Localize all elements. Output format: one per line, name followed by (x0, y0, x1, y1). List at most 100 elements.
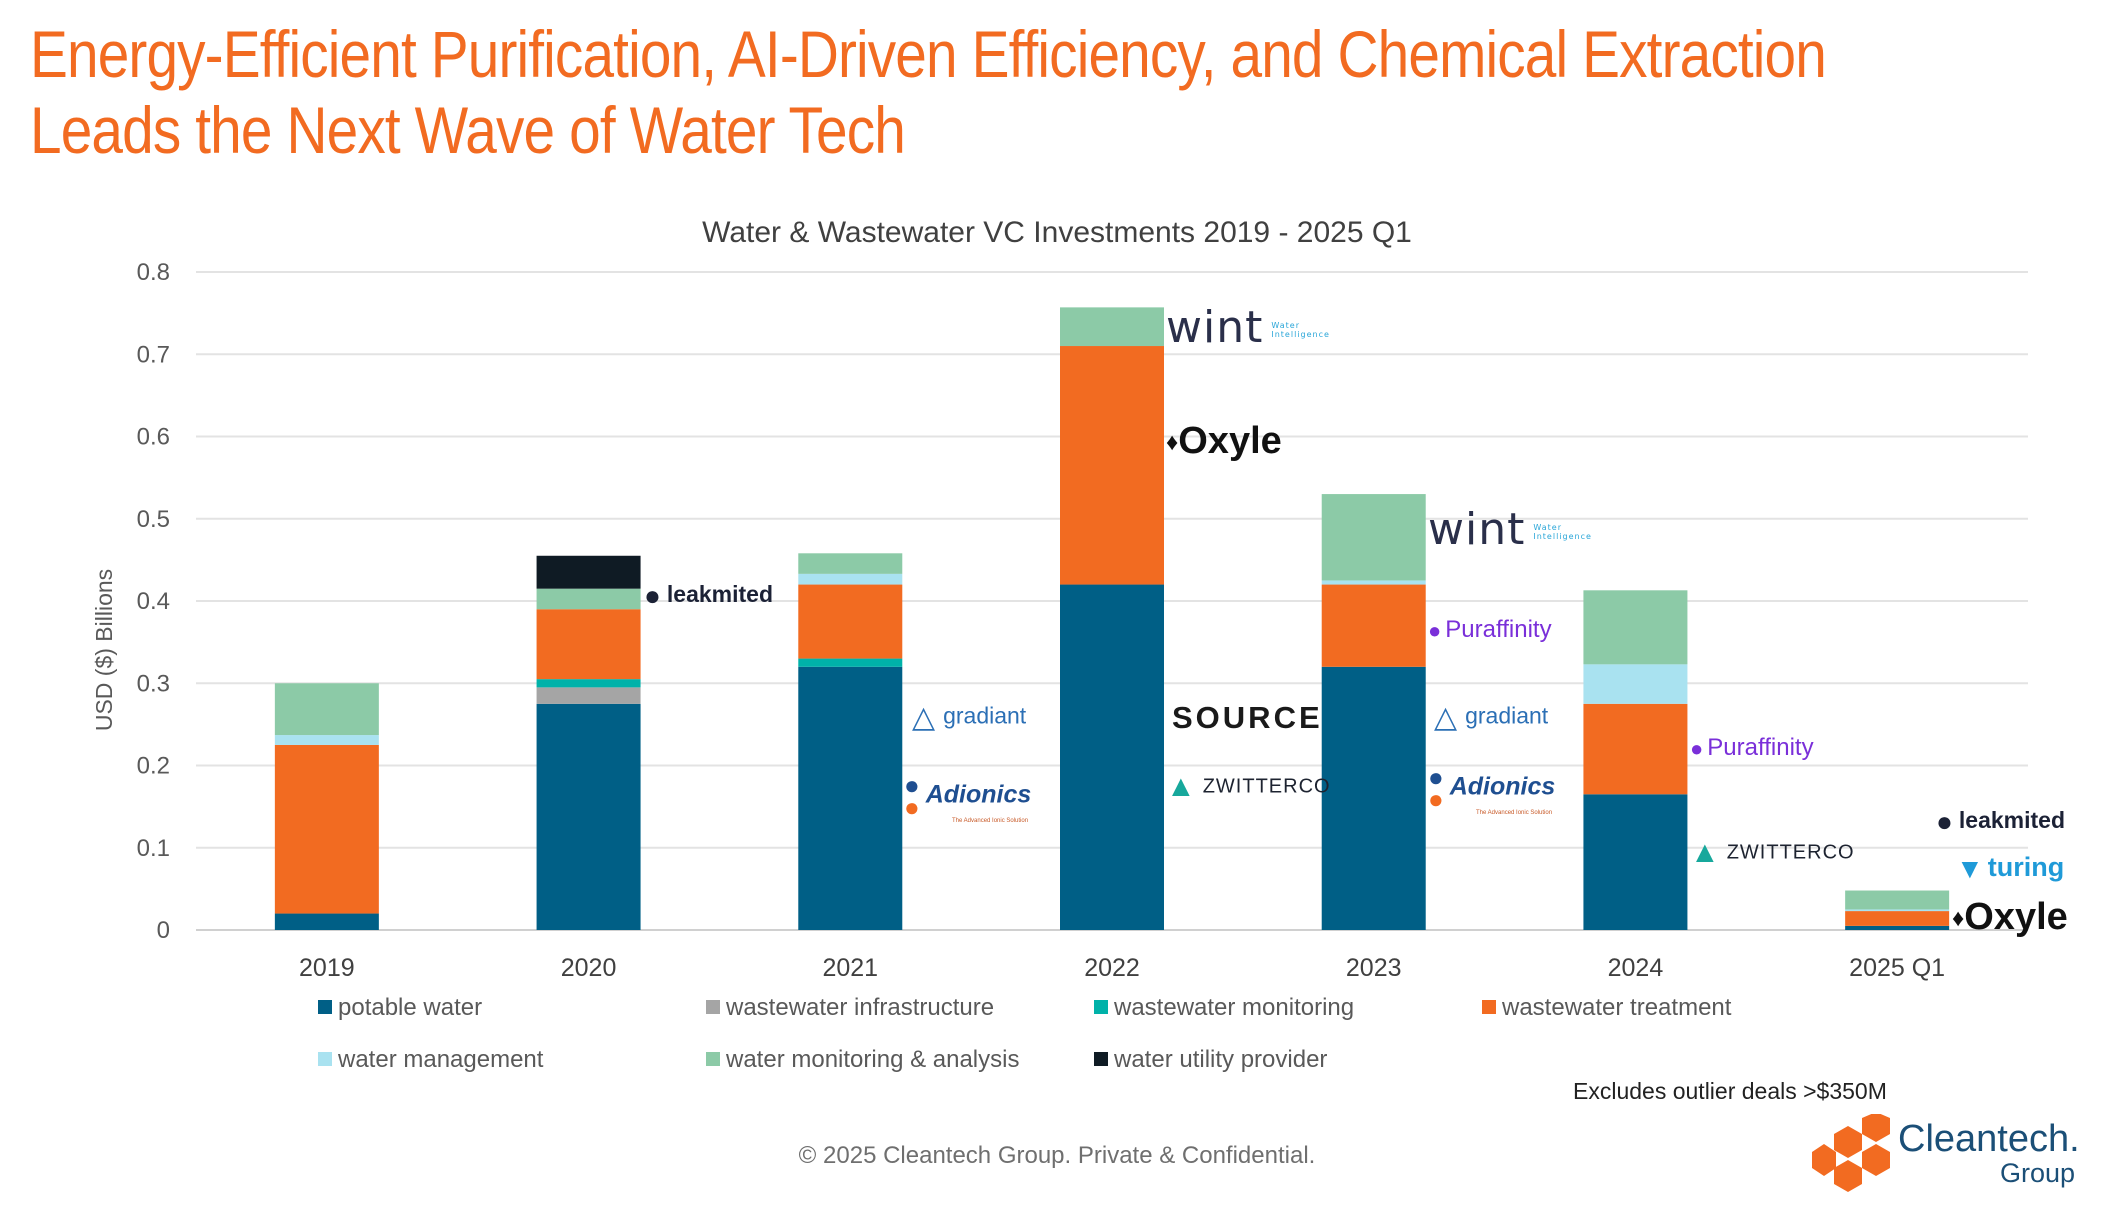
y-tick-label: 0.6 (137, 424, 170, 451)
hexagon (1862, 1144, 1890, 1176)
puraffinity-pin-icon: ● (1690, 735, 1704, 761)
bar-segment (1583, 664, 1688, 704)
legend-item: water monitoring & analysis (706, 1046, 1019, 1074)
bar-segment (274, 913, 379, 930)
legend-swatch (1482, 999, 1496, 1014)
y-tick-label: 0 (157, 917, 170, 944)
bar-segment (1845, 911, 1950, 926)
y-tick-label: 0.7 (137, 341, 170, 368)
bar-segment (536, 679, 641, 688)
zwitterco-logo-2024: ▲ ZWITTERCO (1690, 836, 1855, 869)
legend-swatch (1094, 999, 1108, 1014)
wint-logo-2022: wint Water Intelligence (1166, 302, 1330, 353)
x-tick-label: 2020 (561, 954, 617, 982)
legend-item: wastewater infrastructure (706, 994, 994, 1022)
y-tick-label: 0.4 (137, 588, 170, 615)
bar-stacks (274, 307, 1950, 930)
puraffinity-pin-icon: ● (1428, 617, 1442, 643)
legend-swatch (318, 1051, 332, 1066)
puraffinity-logo-2024: ● Puraffinity (1690, 734, 1814, 761)
bar-segment (1321, 494, 1426, 581)
wint-tagline: Water Intelligence (1533, 523, 1592, 541)
bar-segment (1060, 584, 1164, 930)
legend-swatch (706, 999, 720, 1014)
legend-swatch (318, 999, 332, 1014)
legend-swatch (1094, 1051, 1108, 1066)
x-tick-labels: 2019 2020 2021 2022 2023 2024 2025 Q1 (299, 954, 1945, 982)
bar-segment (1321, 580, 1426, 585)
puraffinity-logo-2023: ● Puraffinity (1428, 616, 1552, 643)
x-tick-label: 2024 (1608, 954, 1664, 982)
y-tick-label: 0.1 (137, 835, 170, 862)
bar-segment (798, 658, 903, 667)
headline-line-2: Leads the Next Wave of Water Tech (30, 93, 906, 167)
x-tick-label: 2021 (822, 954, 878, 982)
legend-item: water management (318, 1046, 543, 1074)
leakmited-logo-2025: ● leakmited (1936, 806, 2066, 837)
bar-segment (798, 584, 903, 659)
turing-logo-2025: ▼ turing (1956, 852, 2065, 884)
oxyle-logo-2025: ♦Oxyle (1952, 896, 2068, 938)
adionics-logo-2023: ● ● Adionics The Advanced Ionic Solution (1428, 762, 1556, 816)
bar-segment (1583, 794, 1688, 930)
x-tick-label: 2023 (1346, 954, 1402, 982)
zwitterco-logo-2022: ▲ ZWITTERCO (1166, 770, 1331, 803)
oxyle-logo-2022: ♦Oxyle (1166, 420, 1282, 462)
bar-segment (1321, 666, 1426, 930)
x-tick-label: 2019 (299, 954, 355, 982)
y-tick-label: 0.3 (137, 670, 170, 697)
y-tick-label: 0.5 (137, 506, 170, 533)
brand-name: Cleantech. (1898, 1118, 2080, 1160)
bar-segment (798, 553, 903, 574)
hexagon (1862, 1114, 1890, 1142)
footnote: Excludes outlier deals >$350M (1573, 1078, 1887, 1104)
y-tick-label: 0.2 (137, 753, 170, 780)
legend-item: water utility provider (1094, 1046, 1327, 1074)
gradiant-logo-2023: △ gradiant (1434, 701, 1549, 734)
turing-flag-icon: ▼ (1956, 852, 1984, 884)
gradiant-logo-2021: △ gradiant (912, 701, 1027, 734)
hexagon (1812, 1144, 1836, 1176)
bar-segment (1845, 925, 1950, 930)
x-tick-label: 2022 (1084, 954, 1140, 982)
bar-segment (274, 735, 379, 745)
bar-segment (798, 573, 903, 585)
adionics-dots-icon: ● ● (904, 770, 920, 822)
bar-segment (1845, 890, 1950, 910)
x-tick-label: 2025 Q1 (1849, 954, 1945, 982)
legend-swatch (706, 1051, 720, 1066)
zwitterco-icon: ▲ (1166, 770, 1197, 803)
bar-segment (1060, 307, 1164, 347)
chart-legend: potable water wastewater infrastructure … (318, 994, 1818, 1084)
bar-segment (536, 555, 641, 589)
bar-segment (1060, 346, 1164, 585)
headline: Energy-Efficient Purification, AI-Driven… (30, 16, 1827, 168)
bar-segment (798, 666, 903, 930)
legend-item: wastewater treatment (1482, 994, 1731, 1022)
adionics-dots-icon: ● ● (1428, 762, 1444, 814)
brand-subtitle: Group (2000, 1158, 2076, 1188)
bar-segment (536, 703, 641, 930)
bar-segment (536, 609, 641, 680)
droplet-icon: ♦ (1166, 428, 1179, 456)
bar-segment (1583, 590, 1688, 665)
leakmited-logo-2020: ● leakmited (644, 580, 774, 611)
hexagon (1834, 1126, 1862, 1158)
y-axis-label: USD ($) Billions (91, 569, 117, 731)
droplet-icon: ♦ (1952, 904, 1965, 932)
copyright: © 2025 Cleantech Group. Private & Confid… (798, 1142, 1316, 1169)
gradiant-triangle-icon: △ (1434, 701, 1458, 734)
bar-segment (536, 687, 641, 704)
bar-segment (1583, 703, 1688, 795)
wint-logo-2023: wint Water Intelligence (1428, 504, 1592, 555)
adionics-logo-2021: ● ● Adionics The Advanced Ionic Solution (904, 770, 1032, 824)
hexagon (1834, 1160, 1862, 1192)
headline-line-1: Energy-Efficient Purification, AI-Driven… (30, 17, 1827, 91)
bar-segment (1321, 584, 1426, 667)
wint-tagline: Water Intelligence (1271, 321, 1330, 339)
bar-segment (536, 588, 641, 610)
cleantech-group-logo: Cleantech. Group (1812, 1114, 2092, 1198)
chart-title: Water & Wastewater VC Investments 2019 -… (702, 216, 1412, 249)
bar-segment (274, 744, 379, 914)
